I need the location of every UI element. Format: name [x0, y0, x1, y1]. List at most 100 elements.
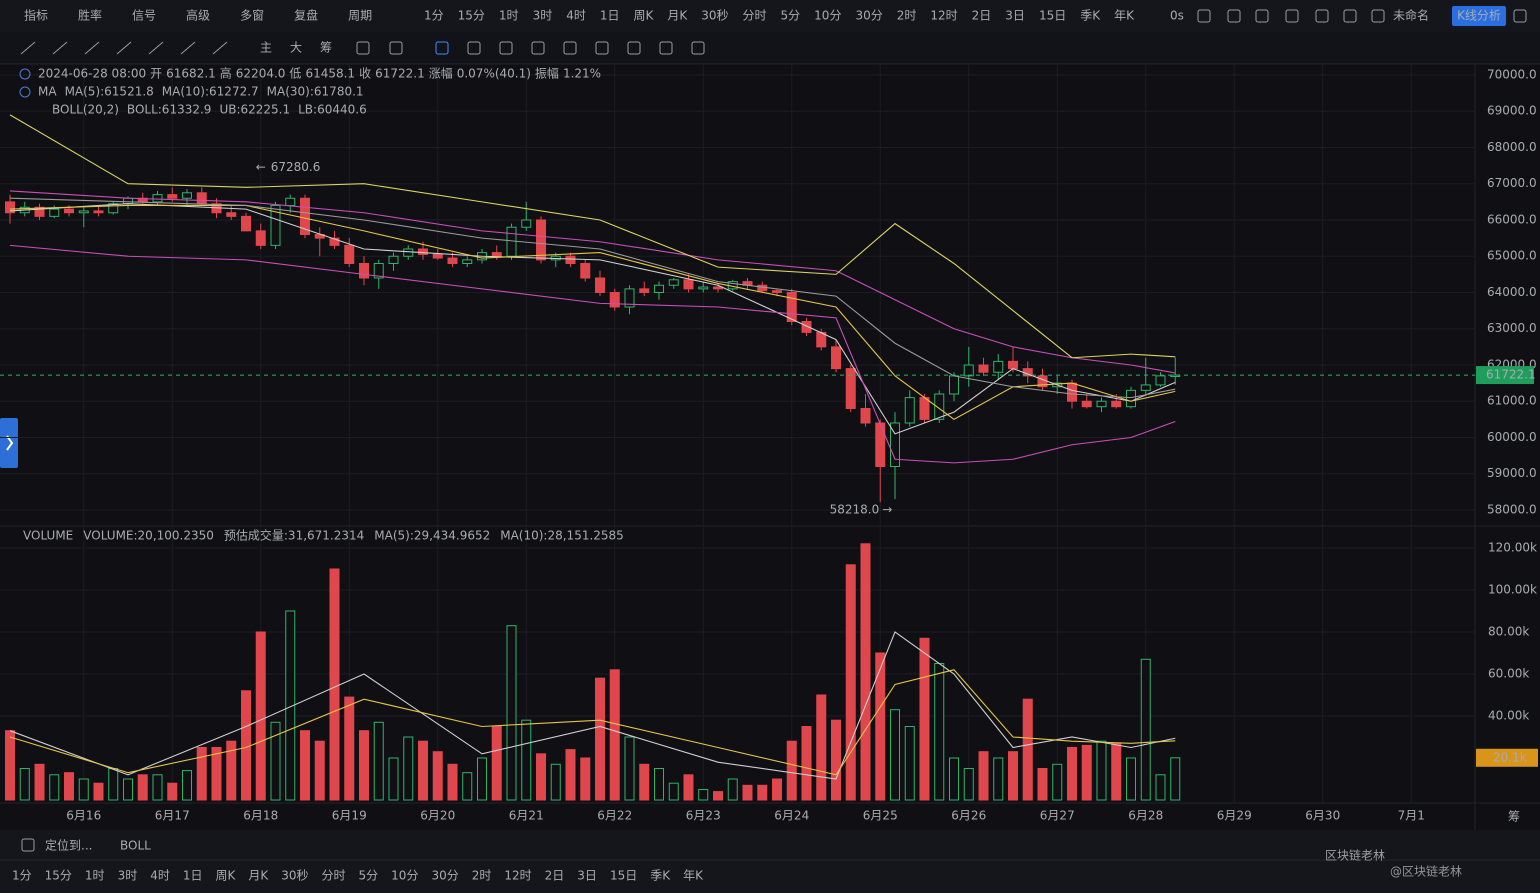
- footer-period[interactable]: 2日: [545, 869, 565, 883]
- footer-period[interactable]: 10分: [391, 869, 418, 883]
- footer-period[interactable]: 月K: [248, 869, 269, 883]
- volume-bar: [491, 725, 502, 801]
- period-tab[interactable]: 2日: [972, 9, 992, 23]
- period-tab[interactable]: 季K: [1080, 9, 1101, 23]
- draw-tool-icon[interactable]: [563, 41, 577, 55]
- draw-tool-icon[interactable]: [691, 41, 705, 55]
- period-tab[interactable]: 周K: [633, 9, 654, 23]
- icon[interactable]: [1197, 9, 1211, 23]
- icon[interactable]: [1371, 9, 1385, 23]
- candle-body: [373, 262, 384, 279]
- ohlc-info: 开: [150, 67, 162, 81]
- toolbar-item[interactable]: 信号: [132, 9, 156, 23]
- candle-body: [993, 360, 1004, 373]
- draw-tool-icon[interactable]: [212, 41, 228, 55]
- low-label: 58218.0: [830, 503, 880, 517]
- footer-period[interactable]: 12时: [504, 869, 531, 883]
- icon[interactable]: [1513, 9, 1527, 23]
- footer-period[interactable]: 4时: [150, 869, 170, 883]
- footer-period[interactable]: 1分: [12, 869, 32, 883]
- side-tab[interactable]: [0, 418, 18, 468]
- period-tab[interactable]: 5分: [781, 9, 801, 23]
- volume-bar: [831, 719, 841, 801]
- toolbar-item[interactable]: 周期: [348, 9, 372, 23]
- draw-tool-icon[interactable]: [499, 41, 513, 55]
- period-tab[interactable]: 30秒: [701, 9, 728, 23]
- footer-period[interactable]: 分时: [322, 869, 346, 883]
- draw-tool-icon[interactable]: [531, 41, 545, 55]
- candle-body: [359, 262, 369, 279]
- period-tab[interactable]: 分时: [743, 9, 767, 23]
- footer-period[interactable]: 15分: [45, 869, 72, 883]
- toolbar-item[interactable]: 多窗: [240, 9, 264, 23]
- icon[interactable]: [1315, 9, 1329, 23]
- draw-tool-icon[interactable]: [52, 41, 68, 55]
- period-tab[interactable]: 15分: [458, 9, 485, 23]
- footer-period[interactable]: 1时: [85, 869, 105, 883]
- footer-period[interactable]: 2时: [472, 869, 492, 883]
- period-tab[interactable]: 1分: [424, 9, 444, 23]
- draw-tool-icon[interactable]: [389, 41, 403, 55]
- icon[interactable]: [1343, 9, 1357, 23]
- icon[interactable]: [1285, 9, 1299, 23]
- icon[interactable]: [1227, 9, 1241, 23]
- toolbar-item[interactable]: 复盘: [294, 8, 318, 23]
- candle-body: [845, 368, 856, 409]
- analysis-button[interactable]: [1452, 6, 1506, 26]
- draw-tool[interactable]: 筹: [320, 41, 332, 55]
- info-toggle[interactable]: [19, 68, 31, 80]
- draw-tool-icon[interactable]: [467, 41, 481, 55]
- locate-button[interactable]: 定位到...: [45, 838, 92, 853]
- draw-tool-icon[interactable]: [627, 41, 641, 55]
- calendar-icon[interactable]: [21, 838, 35, 852]
- draw-tool[interactable]: 大: [290, 41, 302, 55]
- footer-period[interactable]: 3时: [118, 869, 138, 883]
- file-name[interactable]: 未命名: [1393, 8, 1429, 23]
- period-tab[interactable]: 10分: [814, 9, 841, 23]
- footer-period[interactable]: 5分: [359, 869, 379, 883]
- period-tab[interactable]: 15日: [1039, 9, 1066, 23]
- period-tab[interactable]: 3时: [533, 9, 553, 23]
- footer-period[interactable]: 周K: [215, 869, 236, 883]
- draw-tool-icon[interactable]: [356, 41, 370, 55]
- indicator-tab[interactable]: BOLL: [120, 839, 151, 853]
- draw-tool-icon[interactable]: [659, 41, 673, 55]
- volume-bar: [255, 631, 266, 801]
- period-tab[interactable]: 12时: [930, 9, 957, 23]
- x-tick-label: 6月28: [1128, 809, 1163, 823]
- info-toggle[interactable]: [19, 86, 31, 98]
- period-tab[interactable]: 1日: [600, 9, 620, 23]
- footer-period[interactable]: 30分: [431, 869, 458, 883]
- volume-bar: [1022, 698, 1033, 801]
- period-tab[interactable]: 1时: [499, 9, 519, 23]
- toolbar-item[interactable]: 胜率: [78, 8, 102, 23]
- period-tab[interactable]: 4时: [566, 9, 586, 23]
- footer-period[interactable]: 3日: [577, 869, 597, 883]
- footer-period[interactable]: 30秒: [281, 869, 308, 883]
- draw-tool[interactable]: 主: [260, 41, 272, 55]
- draw-tool-icon[interactable]: [180, 41, 196, 55]
- draw-tool-icon[interactable]: [20, 41, 36, 55]
- toolbar-item[interactable]: 指标: [24, 8, 48, 23]
- draw-tool-icon[interactable]: [595, 41, 609, 55]
- footer-period[interactable]: 1日: [183, 869, 203, 883]
- draw-tool-icon[interactable]: [84, 41, 100, 55]
- toolbar-item[interactable]: 高级: [186, 8, 210, 23]
- footer-period[interactable]: 季K: [650, 869, 671, 883]
- period-tab[interactable]: 年K: [1114, 9, 1135, 23]
- draw-tool-icon[interactable]: [116, 41, 132, 55]
- analysis-label[interactable]: K线分析: [1457, 9, 1501, 23]
- draw-tool-icon[interactable]: [435, 41, 449, 55]
- icon[interactable]: [1255, 9, 1269, 23]
- candle-body: [418, 248, 428, 255]
- period-tab[interactable]: 3日: [1005, 9, 1025, 23]
- period-tab[interactable]: 月K: [667, 9, 688, 23]
- period-tab[interactable]: 2时: [897, 9, 917, 23]
- volume-bar: [506, 625, 517, 801]
- x-tick-label: 6月29: [1217, 809, 1252, 823]
- volume-bar: [447, 763, 458, 801]
- draw-tool-icon[interactable]: [148, 41, 164, 55]
- footer-period[interactable]: 年K: [683, 869, 704, 883]
- period-tab[interactable]: 30分: [855, 9, 882, 23]
- footer-period[interactable]: 15日: [610, 869, 637, 883]
